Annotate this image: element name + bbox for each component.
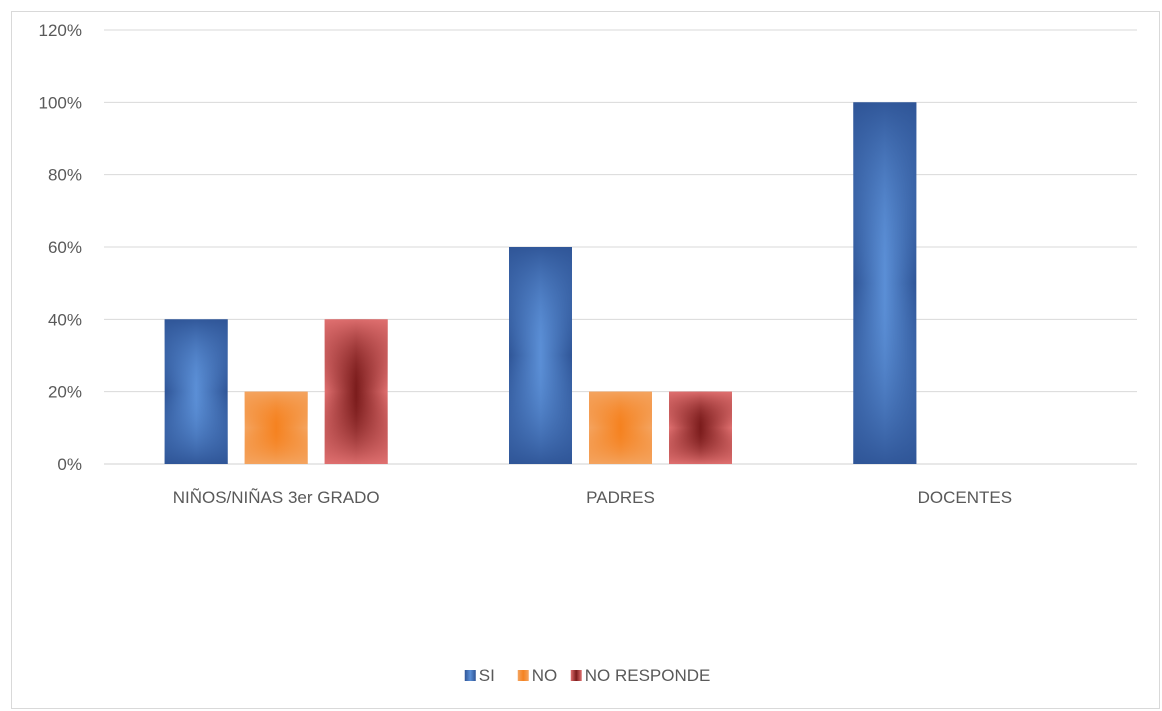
bar-shading bbox=[509, 247, 572, 464]
x-category-label: PADRES bbox=[586, 488, 655, 507]
bar-shading bbox=[244, 391, 308, 464]
y-tick-label: 60% bbox=[48, 238, 82, 257]
y-tick-label: 20% bbox=[48, 383, 82, 402]
bar-shading bbox=[853, 102, 917, 464]
x-axis-categories: NIÑOS/NIÑAS 3er GRADO PADRES DOCENTES bbox=[173, 488, 1012, 507]
bars bbox=[164, 102, 917, 464]
bar-shading bbox=[164, 319, 228, 464]
bar-shading bbox=[589, 391, 652, 464]
legend: SI NO NO RESPONDE bbox=[464, 666, 711, 685]
x-category-label: NIÑOS/NIÑAS 3er GRADO bbox=[173, 488, 380, 507]
legend-swatch bbox=[517, 670, 529, 681]
legend-label: SI bbox=[479, 666, 495, 685]
legend-swatch bbox=[464, 670, 476, 681]
bar-shading bbox=[669, 391, 732, 464]
y-tick-label: 0% bbox=[57, 455, 82, 474]
y-tick-label: 100% bbox=[39, 93, 82, 112]
legend-label: NO RESPONDE bbox=[585, 666, 711, 685]
legend-swatch bbox=[570, 670, 582, 681]
y-tick-label: 120% bbox=[39, 21, 82, 40]
y-tick-label: 40% bbox=[48, 310, 82, 329]
y-tick-label: 80% bbox=[48, 166, 82, 185]
x-category-label: DOCENTES bbox=[918, 488, 1012, 507]
legend-label: NO bbox=[532, 666, 558, 685]
bar-shading bbox=[324, 319, 388, 464]
y-axis-ticks: 0% 20% 40% 60% 80% 100% 120% bbox=[39, 21, 82, 474]
